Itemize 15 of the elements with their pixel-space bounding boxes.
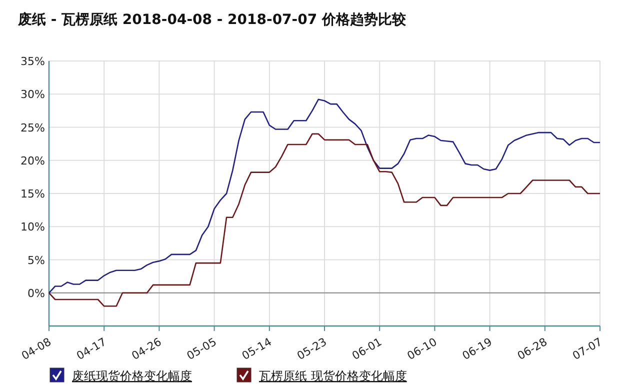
y-tick-label: 0% (28, 286, 45, 300)
y-tick-label: 5% (28, 254, 45, 267)
y-tick-label: 30% (20, 88, 45, 102)
line-series (48, 98, 601, 294)
y-tick-label: 20% (20, 154, 45, 168)
line-series (48, 133, 601, 307)
legend-item: 瓦楞原纸 现货价格变化幅度 (236, 368, 407, 383)
y-tick-label: 35% (20, 55, 45, 68)
legend-item: 废纸现货价格变化幅度 (50, 368, 192, 383)
y-tick-label: 15% (20, 188, 45, 200)
y-tick-label: 25% (20, 121, 45, 134)
y-tick-label: 10% (20, 220, 45, 234)
chart-title: 废纸 - 瓦楞原纸 2018-04-08 - 2018-07-07 价格趋势比较 (17, 11, 407, 28)
legend-label: 瓦楞原纸 现货价格变化幅度 (259, 369, 407, 383)
legend-label: 废纸现货价格变化幅度 (72, 369, 192, 383)
